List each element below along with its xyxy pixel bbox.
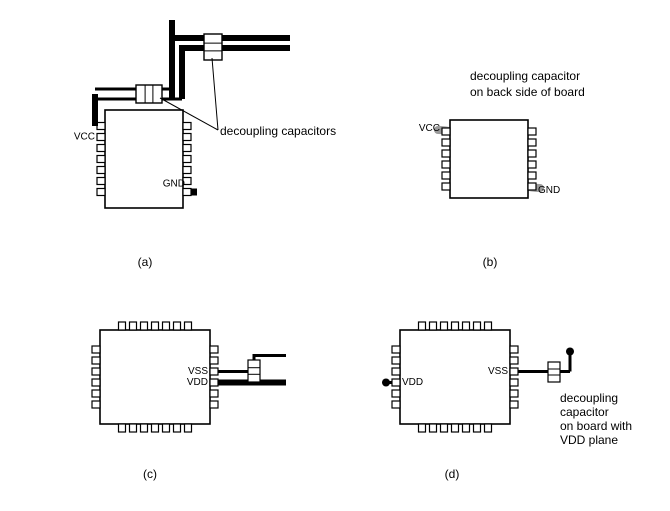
svg-text:VDD: VDD [402, 377, 423, 388]
svg-text:VCC: VCC [419, 123, 440, 134]
svg-text:VSS: VSS [488, 366, 508, 377]
svg-text:(a): (a) [138, 255, 153, 269]
svg-text:VCC: VCC [74, 132, 95, 143]
svg-text:GND: GND [538, 185, 560, 196]
svg-text:decoupling capacitor: decoupling capacitor [470, 69, 580, 83]
svg-text:VSS: VSS [188, 366, 208, 377]
svg-text:VDD plane: VDD plane [560, 433, 618, 447]
svg-text:capacitor: capacitor [560, 405, 609, 419]
svg-text:decoupling: decoupling [560, 391, 618, 405]
svg-text:(c): (c) [143, 467, 157, 481]
svg-text:GND: GND [163, 179, 185, 190]
svg-text:decoupling capacitors: decoupling capacitors [220, 124, 336, 138]
svg-text:on board with: on board with [560, 419, 632, 433]
svg-text:on back side of board: on back side of board [470, 85, 585, 99]
svg-text:VDD: VDD [187, 377, 208, 388]
svg-text:(d): (d) [445, 467, 460, 481]
svg-text:(b): (b) [483, 255, 498, 269]
